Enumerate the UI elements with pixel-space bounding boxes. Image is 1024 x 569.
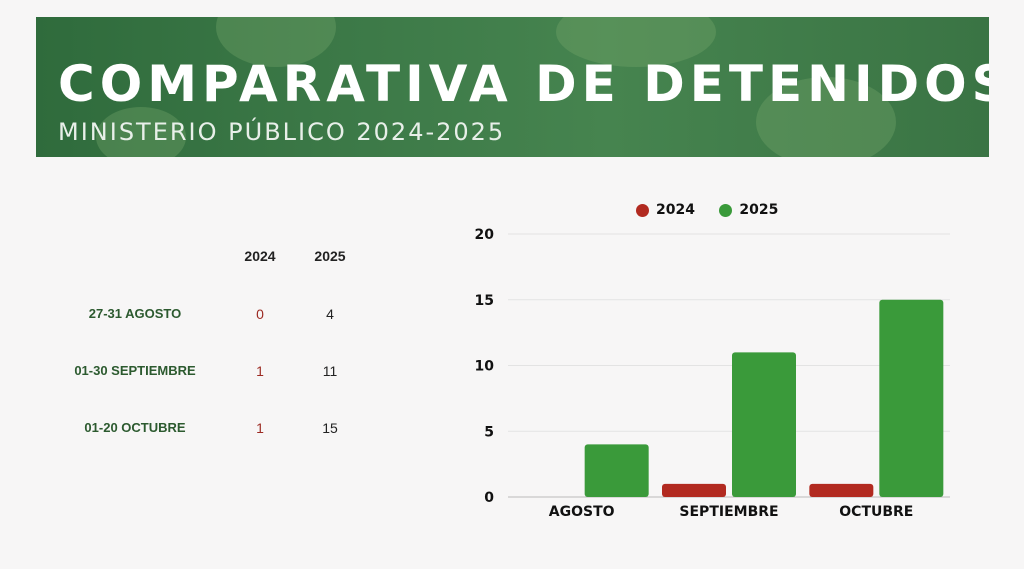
legend-label-2025: 2025 <box>739 202 779 218</box>
cell-2024-agosto: 0 <box>256 306 264 322</box>
bar-chart: 0 5 10 15 20 AGOSTO SEPTIEMBRE OCTUBRE <box>475 227 950 520</box>
cell-2024-septiembre: 1 <box>256 363 264 379</box>
y-tick-label: 10 <box>475 359 495 375</box>
foliage-decoration <box>96 107 186 157</box>
header-banner: COMPARATIVA DE DETENIDOS MINISTERIO PÚBL… <box>36 17 989 157</box>
y-tick-label: 20 <box>475 227 495 243</box>
x-tick-label: SEPTIEMBRE <box>679 504 778 520</box>
data-table: 2024 2025 27-31 AGOSTO 0 4 01-30 SEPTIEM… <box>40 238 380 458</box>
legend-swatch-2024 <box>636 203 649 217</box>
legend-swatch-2025 <box>719 203 733 217</box>
bar-2024-octubre <box>809 483 874 497</box>
x-tick-label: OCTUBRE <box>839 504 913 520</box>
cell-2024-octubre: 1 <box>256 420 264 436</box>
y-tick-label: 0 <box>484 490 494 506</box>
chart-legend: 2024 2025 <box>636 202 798 222</box>
legend-item-2024: 2024 <box>636 202 695 218</box>
cell-2025-septiembre: 11 <box>322 363 338 379</box>
bar-2025-octubre <box>879 299 944 497</box>
y-tick-label: 15 <box>475 293 494 309</box>
cell-2025-agosto: 4 <box>326 306 334 322</box>
legend-item-2025: 2025 <box>719 202 778 218</box>
bar-2025-septiembre <box>732 352 796 497</box>
cell-2025-octubre: 15 <box>322 420 338 436</box>
row-label-agosto: 27-31 AGOSTO <box>88 306 182 321</box>
page-subtitle: MINISTERIO PÚBLICO 2024-2025 <box>58 118 506 146</box>
bar-2025-agosto <box>584 444 649 497</box>
y-tick-label: 5 <box>484 424 494 440</box>
page-title: COMPARATIVA DE DETENIDOS <box>58 55 989 113</box>
foliage-decoration <box>756 77 896 157</box>
legend-label-2024: 2024 <box>656 202 695 218</box>
row-label-octubre: 01-20 OCTUBRE <box>84 420 186 435</box>
bar-2024-septiembre <box>662 483 726 497</box>
x-tick-label: AGOSTO <box>549 504 615 520</box>
column-header-2025: 2025 <box>314 248 346 264</box>
row-label-septiembre: 01-30 SEPTIEMBRE <box>74 363 196 378</box>
column-header-2024: 2024 <box>244 248 276 264</box>
